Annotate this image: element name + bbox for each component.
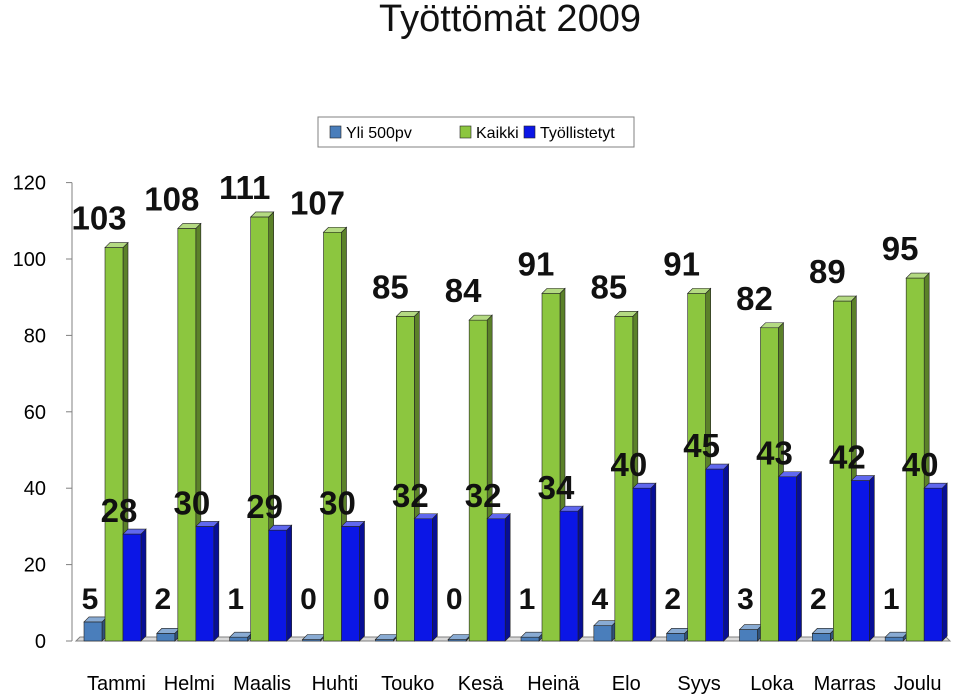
bar — [249, 211, 275, 642]
data-label: 111 — [219, 169, 270, 206]
data-label: 5 — [82, 583, 99, 616]
data-label: 1 — [883, 583, 900, 616]
bar — [665, 627, 691, 642]
data-label: 1 — [519, 583, 536, 616]
legend-box — [317, 116, 635, 148]
data-label: 42 — [829, 439, 866, 476]
data-label: 28 — [101, 492, 138, 529]
data-label: 40 — [902, 446, 939, 483]
data-label: 0 — [446, 583, 463, 616]
bar — [923, 482, 948, 642]
data-label: 32 — [465, 477, 502, 514]
bar — [593, 619, 618, 642]
legend-swatch — [523, 125, 536, 139]
bar — [195, 520, 220, 642]
legend-label: Kaikki — [476, 125, 519, 142]
data-label: 2 — [154, 583, 171, 616]
x-tick-label: Loka — [750, 673, 794, 695]
legend-swatch — [329, 125, 342, 139]
data-label: 32 — [392, 477, 429, 514]
bar — [559, 505, 584, 642]
legend-label: Työllistetyt — [540, 125, 615, 142]
chart-title: Työttömät 2009 — [379, 0, 641, 40]
y-axis: 0 20 40 60 80 100 120 — [13, 173, 73, 653]
bar — [811, 627, 837, 642]
data-label: 108 — [144, 180, 199, 217]
bar — [122, 528, 147, 642]
bar — [228, 631, 254, 642]
data-label: 0 — [300, 583, 317, 616]
x-tick-label: Joulu — [894, 673, 942, 695]
bar — [83, 616, 108, 642]
bar — [704, 463, 730, 642]
x-axis-labels: Tammi Helmi Maalis Huhti Touko Kesä Heinä Elo Sy… — [87, 673, 942, 695]
bar — [156, 627, 181, 642]
bar — [850, 474, 876, 642]
data-label: 0 — [373, 583, 390, 616]
x-tick-label: Maalis — [233, 673, 291, 695]
bar — [738, 623, 764, 642]
y-tick-label: 0 — [35, 631, 46, 653]
data-label: 85 — [372, 268, 409, 305]
data-label: 91 — [663, 245, 700, 282]
legend: Yli 500pv Kaikki Työllistetyt — [317, 116, 635, 148]
x-tick-label: Helmi — [164, 673, 215, 695]
data-label: 1 — [227, 583, 244, 616]
bar — [486, 513, 511, 642]
data-label: 4 — [591, 583, 608, 616]
data-label: 107 — [290, 184, 345, 221]
x-tick-label: Touko — [381, 673, 434, 695]
data-label: 85 — [590, 268, 627, 305]
bar — [777, 471, 803, 642]
y-tick-label: 40 — [24, 478, 46, 500]
bar — [686, 287, 712, 642]
x-tick-label: Marras — [814, 673, 876, 695]
y-tick-label: 120 — [13, 173, 46, 195]
y-tick-label: 80 — [24, 325, 46, 347]
data-label: 30 — [173, 484, 210, 521]
bar — [340, 520, 366, 642]
data-label: 34 — [538, 469, 575, 506]
legend-swatch — [459, 125, 472, 139]
legend-label: Yli 500pv — [346, 125, 412, 142]
bar — [413, 513, 439, 642]
data-label: 103 — [71, 200, 126, 237]
bars — [83, 211, 948, 642]
x-tick-label: Heinä — [527, 673, 580, 695]
x-tick-label: Syys — [677, 673, 720, 695]
data-label: 84 — [445, 272, 482, 309]
data-label: 95 — [882, 230, 919, 267]
data-label: 89 — [809, 253, 846, 290]
y-tick-label: 20 — [24, 555, 46, 577]
data-labels: 5103282108301111290107300853208432191344… — [71, 169, 938, 616]
x-tick-label: Elo — [612, 673, 641, 695]
bar — [267, 524, 293, 642]
data-label: 40 — [610, 446, 647, 483]
y-tick-label: 60 — [24, 402, 46, 424]
data-label: 2 — [810, 583, 827, 616]
data-label: 45 — [683, 427, 720, 464]
data-label: 82 — [736, 280, 773, 317]
x-tick-label: Huhti — [312, 673, 359, 695]
x-tick-label: Tammi — [87, 673, 146, 695]
x-tick-label: Kesä — [458, 673, 504, 695]
data-label: 91 — [518, 245, 555, 282]
bar — [884, 631, 909, 642]
data-label: 30 — [319, 484, 356, 521]
data-label: 29 — [246, 488, 283, 525]
data-label: 43 — [756, 435, 793, 472]
bar — [520, 631, 545, 642]
data-label: 2 — [664, 583, 681, 616]
y-tick-label: 100 — [13, 249, 46, 271]
bar — [632, 482, 657, 642]
data-label: 3 — [737, 583, 754, 616]
